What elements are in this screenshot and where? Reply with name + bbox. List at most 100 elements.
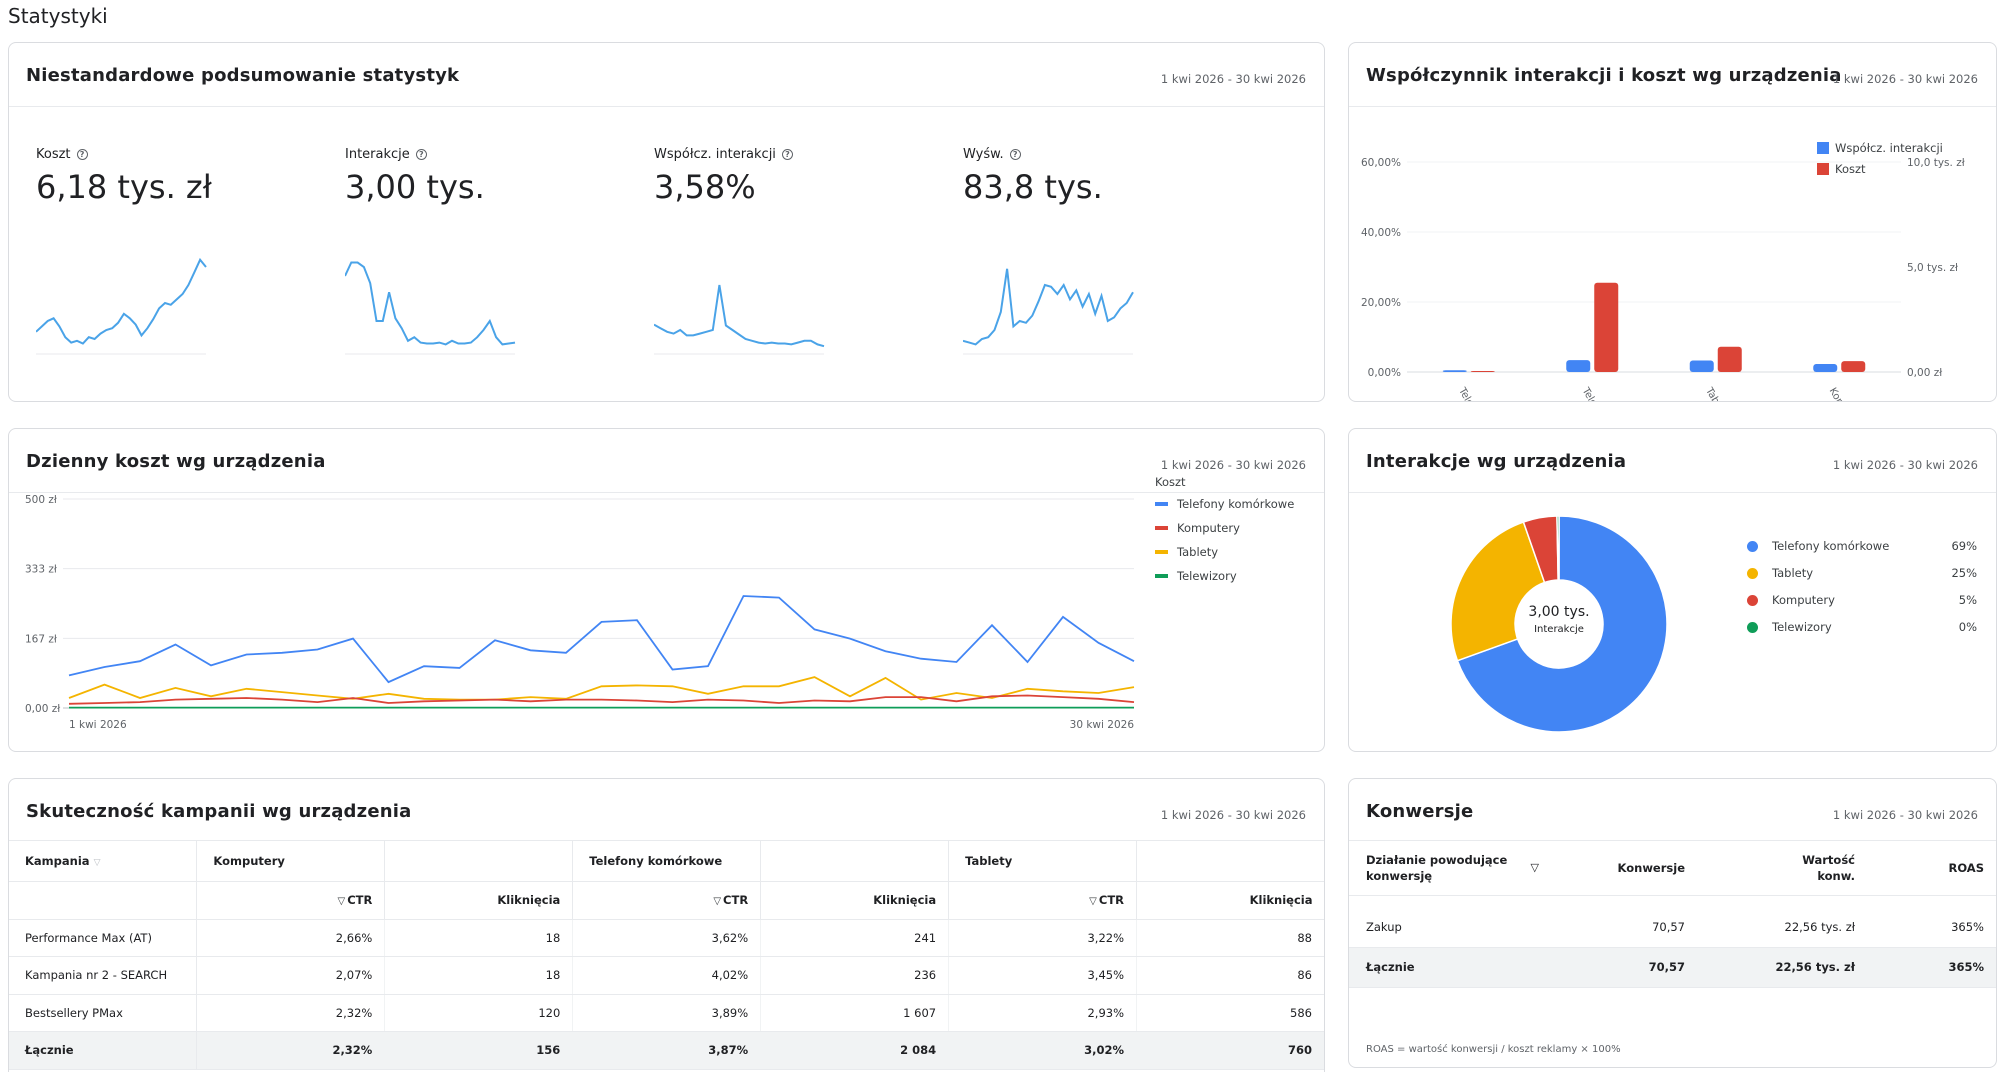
column-header-tablets: Tablety [948, 841, 1138, 882]
y-tick-label-right: 5,0 tys. zł [1907, 262, 1958, 274]
x-tick-label-start: 1 kwi 2026 [69, 719, 127, 731]
legend-item-cost[interactable]: Koszt [1817, 162, 1866, 176]
page-title: Statystyki [8, 4, 108, 28]
legend-swatch [1817, 163, 1829, 175]
daily-cost-header: Dzienny koszt wg urządzenia 1 kwi 2026 -… [9, 429, 1324, 493]
cell-ctr: 3,22% [948, 919, 1138, 957]
cell-clicks: 241 [760, 919, 950, 957]
campaign-name[interactable]: Bestsellery PMax [9, 994, 198, 1032]
legend-item-phones[interactable]: Telefony komórkowe [1155, 497, 1294, 511]
conversions-header: Konwersje 1 kwi 2026 - 30 kwi 2026 [1349, 779, 1996, 841]
table-row[interactable]: Performance Max (AT) 2,66% 18 3,62% 241 … [9, 919, 1324, 957]
sort-icon[interactable]: ▽ [93, 857, 101, 868]
column-header-action[interactable]: Działanie powodujące konwersję ▽ [1349, 841, 1559, 896]
legend-item-interaction-rate[interactable]: Współcz. interakcji [1817, 141, 1943, 155]
sparkline-impressions [963, 268, 1134, 355]
legend-label: Koszt [1835, 162, 1866, 176]
column-header-phones: Telefony komórkowe [572, 841, 762, 882]
help-icon[interactable]: ? [1009, 149, 1021, 160]
donut-center-value: 3,00 tys. [1528, 604, 1590, 620]
cell-clicks: 88 [1136, 919, 1324, 957]
legend-item-tvs[interactable]: Telewizory [1155, 569, 1237, 583]
cell-conversions: 70,57 [1559, 947, 1699, 988]
bar-wsp-cz-interakcji-0[interactable] [1442, 370, 1467, 372]
column-header-ctr[interactable]: ▽ CTR [196, 881, 386, 920]
donut-slice-0[interactable] [1456, 515, 1668, 733]
total-label: Łącznie [1349, 947, 1559, 988]
bar-koszt-3[interactable] [1841, 361, 1866, 372]
x-tick-label: Telewizory [1456, 385, 1492, 402]
metric-cost[interactable]: Koszt? 6,18 tys. zł [36, 147, 212, 206]
table-row[interactable]: Bestsellery PMax 2,32% 120 3,89% 1 607 2… [9, 994, 1324, 1032]
help-icon[interactable]: ? [415, 149, 427, 160]
conversions-date: 1 kwi 2026 - 30 kwi 2026 [1832, 808, 1978, 822]
legend-item-tablets[interactable]: Tablety [1155, 545, 1218, 559]
donut-center-label: Interakcje [1534, 624, 1584, 635]
bar-wsp-cz-interakcji-2[interactable] [1689, 360, 1714, 372]
donut-legend-item[interactable]: Tablety 25% [1747, 566, 1977, 580]
legend-swatch [1155, 574, 1168, 578]
legend-label: Telewizory [1177, 569, 1237, 583]
sparkline-interaction-rate [654, 284, 825, 355]
series-line-tablety[interactable] [68, 676, 1135, 701]
bar-wsp-cz-interakcji-1[interactable] [1566, 360, 1591, 372]
cell-ctr: 2,07% [196, 956, 386, 995]
column-header-conv-value[interactable]: Wartość konw. [1699, 841, 1869, 896]
table-row[interactable]: Zakup 70,57 22,56 tys. zł 365% [1349, 907, 1996, 948]
bar-koszt-2[interactable] [1717, 346, 1742, 372]
bar-koszt-1[interactable] [1594, 282, 1619, 372]
device-ratio-header: Współczynnik interakcji i koszt wg urząd… [1349, 43, 1996, 107]
column-header-ctr[interactable]: ▽ CTR [572, 881, 762, 920]
series-line-telefony-kom-rkowe[interactable] [68, 595, 1135, 684]
table-header-row: Kampania ▽ Komputery Telefony komórkowe … [9, 841, 1324, 882]
donut-legend-item[interactable]: Telefony komórkowe 69% [1747, 539, 1977, 553]
x-tick-label-end: 30 kwi 2026 [1070, 719, 1135, 731]
legend-item-computers[interactable]: Komputery [1155, 521, 1240, 535]
sparkline-line [654, 284, 825, 348]
legend-label: Tablety [1177, 545, 1219, 559]
sort-icon[interactable]: ▽ [1530, 861, 1539, 875]
help-icon[interactable]: ? [76, 149, 88, 160]
donut-legend-item[interactable]: Komputery 5% [1747, 593, 1977, 607]
cell-roas: 365% [1869, 947, 1996, 988]
column-subheader-empty [9, 881, 198, 920]
campaign-name[interactable]: Performance Max (AT) [9, 919, 198, 957]
column-header-clicks[interactable]: Kliknięcia [760, 881, 950, 920]
metric-value: 3,00 tys. [345, 168, 485, 206]
interactions-donut-chart [1450, 515, 1668, 733]
sparkline-line [36, 257, 207, 345]
conversions-table: Działanie powodujące konwersję ▽ Konwers… [1349, 841, 1996, 988]
cell-ctr: 3,45% [948, 956, 1138, 995]
column-header-conversions[interactable]: Konwersje [1559, 841, 1699, 896]
y-tick-label: 333 zł [25, 564, 57, 576]
campaign-name[interactable]: Kampania nr 2 - SEARCH [9, 956, 198, 995]
y-tick-label-left: 40,00% [1361, 227, 1401, 239]
device-ratio-chart: 60,00% 40,00% 20,00% 0,00% 10,0 tys. zł 5,0 t… [1361, 157, 1965, 402]
metric-interaction-rate[interactable]: Współcz. interakcji? 3,58% [654, 147, 793, 206]
metric-interactions[interactable]: Interakcje? 3,00 tys. [345, 147, 485, 206]
y-tick-label-left: 0,00% [1368, 367, 1401, 379]
column-header-roas[interactable]: ROAS [1869, 841, 1996, 896]
device-ratio-date: 1 kwi 2026 - 30 kwi 2026 [1832, 72, 1978, 86]
column-header-ctr[interactable]: ▽ CTR [948, 881, 1138, 920]
legend-swatch [1155, 526, 1168, 530]
table-row[interactable]: Kampania nr 2 - SEARCH 2,07% 18 4,02% 23… [9, 956, 1324, 995]
legend-label: Komputery [1177, 521, 1240, 535]
donut-slice-1[interactable] [1450, 521, 1546, 662]
donut-legend-item[interactable]: Telewizory 0% [1747, 620, 1977, 634]
bar-wsp-cz-interakcji-3[interactable] [1813, 363, 1838, 372]
column-header-clicks[interactable]: Kliknięcia [1136, 881, 1324, 920]
legend-percent: 0% [1958, 620, 1977, 634]
column-header-clicks[interactable]: Kliknięcia [384, 881, 574, 920]
metric-impressions[interactable]: Wyśw.? 83,8 tys. [963, 147, 1103, 206]
legend-label: Telefony komórkowe [1177, 497, 1295, 511]
cell-clicks: 2 084 [760, 1031, 950, 1070]
cell-roas: 365% [1869, 907, 1996, 948]
summary-title: Niestandardowe podsumowanie statystyk [26, 65, 460, 86]
series-line-komputery[interactable] [68, 694, 1135, 705]
donut-slice-3[interactable] [1556, 515, 1560, 581]
help-icon[interactable]: ? [781, 149, 793, 160]
bar-koszt-0[interactable] [1470, 370, 1495, 372]
column-header-campaign[interactable]: Kampania ▽ [9, 841, 198, 882]
cell-clicks: 120 [384, 994, 574, 1032]
